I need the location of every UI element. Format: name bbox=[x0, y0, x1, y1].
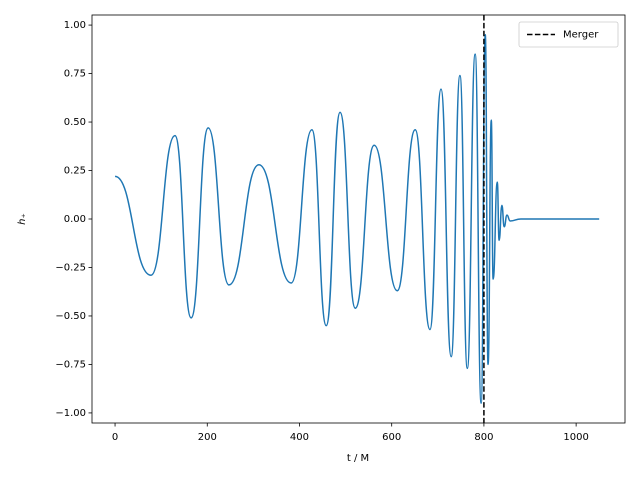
y-tick-label: 0.25 bbox=[64, 166, 86, 177]
x-axis-label: t / M bbox=[347, 453, 369, 464]
data-line bbox=[114, 34, 600, 404]
y-axis-label: h₊ bbox=[17, 213, 28, 225]
x-tick-label: 800 bbox=[474, 432, 493, 443]
y-tick-label: −0.25 bbox=[55, 262, 86, 273]
y-tick-label: −0.50 bbox=[55, 311, 86, 322]
x-tick-label: 0 bbox=[112, 432, 118, 443]
x-tick-label: 600 bbox=[382, 432, 401, 443]
y-tick-label: −0.75 bbox=[55, 359, 86, 370]
x-tick-label: 200 bbox=[198, 432, 217, 443]
legend-box bbox=[518, 21, 619, 48]
x-tick-label: 1000 bbox=[563, 432, 588, 443]
y-tick-label: −1.00 bbox=[55, 408, 86, 419]
y-tick-label: 0.75 bbox=[64, 69, 86, 80]
y-tick-label: 1.00 bbox=[64, 20, 86, 31]
y-tick-label: 0.00 bbox=[64, 214, 86, 225]
legend-label: Merger bbox=[563, 30, 599, 41]
y-tick-label: 0.50 bbox=[64, 117, 86, 128]
x-tick-label: 400 bbox=[290, 432, 309, 443]
